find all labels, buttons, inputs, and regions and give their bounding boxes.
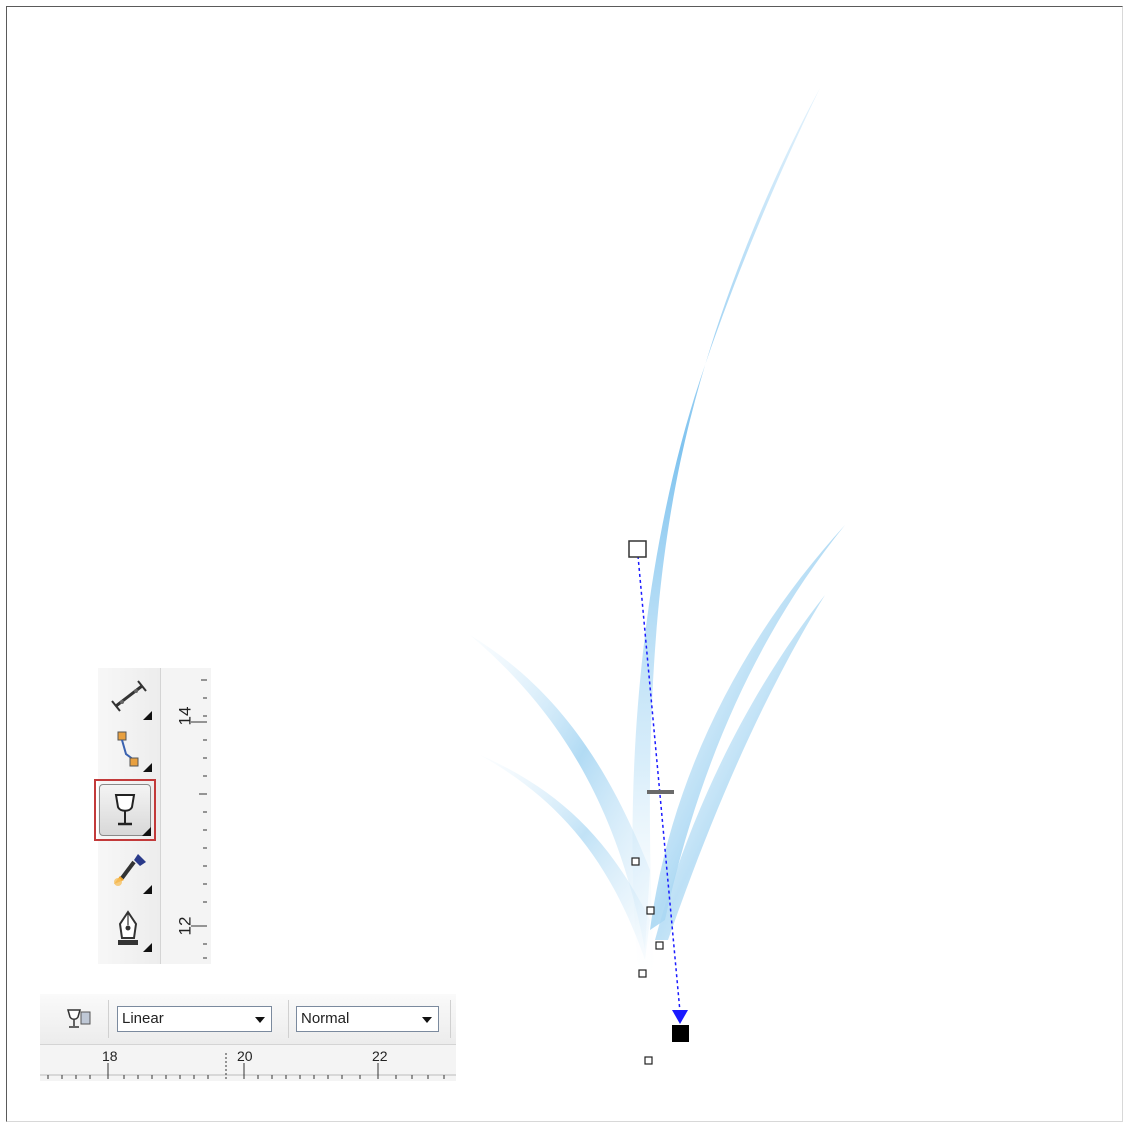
- dimension-icon: [111, 680, 147, 712]
- horizontal-ruler: [40, 1044, 456, 1081]
- flyout-triangle: [143, 711, 152, 720]
- horizontal-ruler-ticks: [40, 1053, 456, 1079]
- flyout-triangle: [143, 763, 152, 772]
- node-handle[interactable]: [638, 969, 647, 978]
- flyout-triangle: [142, 827, 151, 836]
- chevron-down-icon: [422, 1017, 432, 1023]
- transparency-end-handle[interactable]: [672, 1025, 689, 1042]
- merge-mode-dropdown[interactable]: Normal: [296, 1006, 439, 1032]
- node-handle[interactable]: [631, 857, 640, 866]
- transparency-midpoint-slider[interactable]: [647, 790, 674, 794]
- transparency-type-value: Linear: [122, 1010, 164, 1027]
- connector-tool[interactable]: [104, 724, 156, 776]
- toolbar-separator: [108, 1000, 109, 1038]
- leaf-right-2[interactable]: [655, 595, 825, 940]
- flyout-triangle: [143, 943, 152, 952]
- leaf-left-1[interactable]: [470, 635, 650, 950]
- merge-mode-value: Normal: [301, 1010, 350, 1027]
- eyedropper-tool[interactable]: [104, 846, 156, 898]
- node-handle[interactable]: [646, 906, 655, 915]
- wine-glass-icon: [114, 794, 136, 826]
- pen-nib-icon: [118, 910, 138, 945]
- horizontal-ruler-label: 18: [102, 1048, 118, 1064]
- eyedropper-icon: [114, 854, 146, 886]
- leaf-right-1[interactable]: [650, 525, 845, 930]
- vertical-ruler: [160, 668, 211, 964]
- leaf-main[interactable]: [632, 88, 821, 990]
- horizontal-ruler-label: 20: [237, 1048, 253, 1064]
- interactive-transparency-tool[interactable]: [94, 779, 156, 841]
- chevron-down-icon: [255, 1017, 265, 1023]
- vertical-ruler-ticks: [191, 679, 207, 959]
- transparency-vector[interactable]: [637, 555, 681, 1013]
- node-handle[interactable]: [655, 941, 664, 950]
- transparency-settings-icon[interactable]: [62, 1004, 94, 1034]
- vector-arrowhead: [672, 1010, 688, 1024]
- flyout-triangle: [143, 885, 152, 894]
- outline-pen-tool[interactable]: [104, 904, 156, 956]
- canvas-frame: [6, 6, 1123, 1122]
- transparency-type-dropdown[interactable]: Linear: [117, 1006, 272, 1032]
- transparency-start-handle[interactable]: [628, 540, 647, 558]
- connector-icon: [117, 731, 139, 767]
- dimension-tool[interactable]: [104, 672, 156, 724]
- vertical-ruler-label: 12: [175, 916, 195, 936]
- vertical-ruler-label: 14: [175, 706, 195, 726]
- toolbar-separator: [288, 1000, 289, 1038]
- horizontal-ruler-label: 22: [372, 1048, 388, 1064]
- node-handle[interactable]: [644, 1056, 653, 1065]
- toolbar-separator: [450, 1000, 451, 1038]
